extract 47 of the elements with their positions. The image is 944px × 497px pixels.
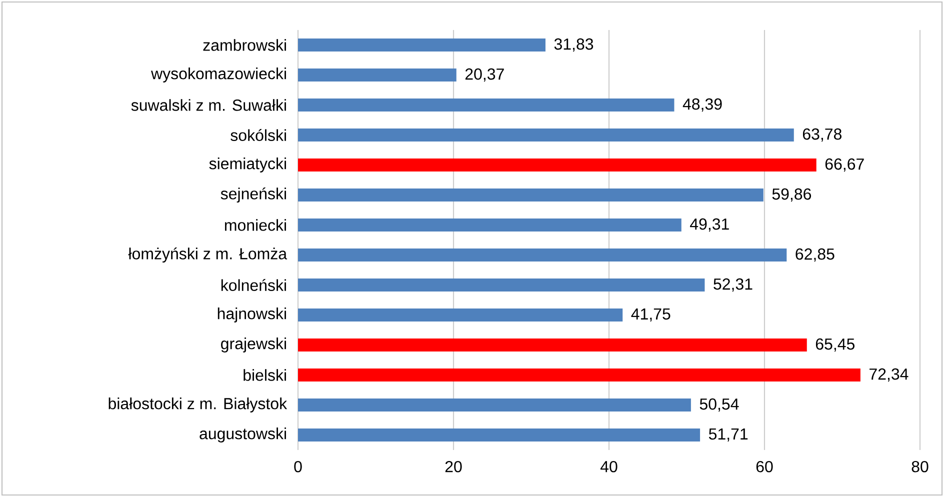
data-label: 31,83: [554, 38, 594, 52]
bar: [298, 398, 691, 412]
bar: [298, 98, 674, 112]
bar: [298, 278, 705, 292]
y-tick-label: zambrowski: [203, 39, 286, 51]
y-tick-label: hajnowski: [218, 308, 286, 322]
y-tick-label: sokólski: [230, 129, 286, 141]
data-label: 63,78: [802, 128, 842, 142]
x-tick-label: 0: [294, 460, 302, 472]
data-label: 51,71: [708, 428, 748, 442]
y-tick-label: augustowski: [200, 428, 286, 442]
bar: [298, 308, 623, 322]
y-tick-label: kolneński: [221, 279, 286, 291]
data-label: 65,45: [816, 338, 854, 352]
x-tick-label: 60: [756, 460, 773, 472]
data-label: 59,86: [772, 188, 812, 202]
y-tick-label: moniecki: [225, 219, 286, 231]
x-tick-label: 20: [445, 460, 462, 472]
bar: [298, 218, 682, 232]
bar: [298, 128, 794, 142]
y-tick-label: suwalski z m. Suwałki: [131, 99, 286, 111]
bar: [298, 248, 787, 262]
data-label: 50,54: [700, 398, 739, 412]
data-label: 41,75: [631, 308, 670, 322]
bar: [298, 338, 807, 352]
y-tick-label: grajewski: [221, 338, 286, 352]
y-tick-label: białostocki z m. Białystok: [108, 398, 288, 412]
y-tick-label: łomżyński z m. Łomża: [128, 247, 288, 263]
data-label: 52,31: [714, 278, 752, 292]
bar: [298, 428, 700, 442]
y-tick-label: siemiatycki: [209, 158, 286, 172]
data-label: 66,67: [825, 158, 864, 172]
bar: [298, 38, 546, 52]
y-tick-label: sejneński: [220, 187, 286, 203]
x-tick-label: 40: [600, 460, 618, 472]
data-label: 49,31: [690, 218, 729, 232]
y-tick-label: bielski: [244, 369, 286, 381]
data-label: 72,34: [870, 368, 908, 382]
x-tick-label: 80: [912, 460, 928, 472]
y-tick-label: wysokomazowiecki: [151, 68, 286, 82]
bar: [298, 68, 456, 82]
bar: [298, 158, 816, 172]
data-label: 62,85: [796, 248, 834, 262]
data-label: 20,37: [465, 68, 504, 82]
bar: [298, 188, 764, 202]
bar: [298, 368, 860, 382]
data-label: 48,39: [682, 98, 722, 112]
